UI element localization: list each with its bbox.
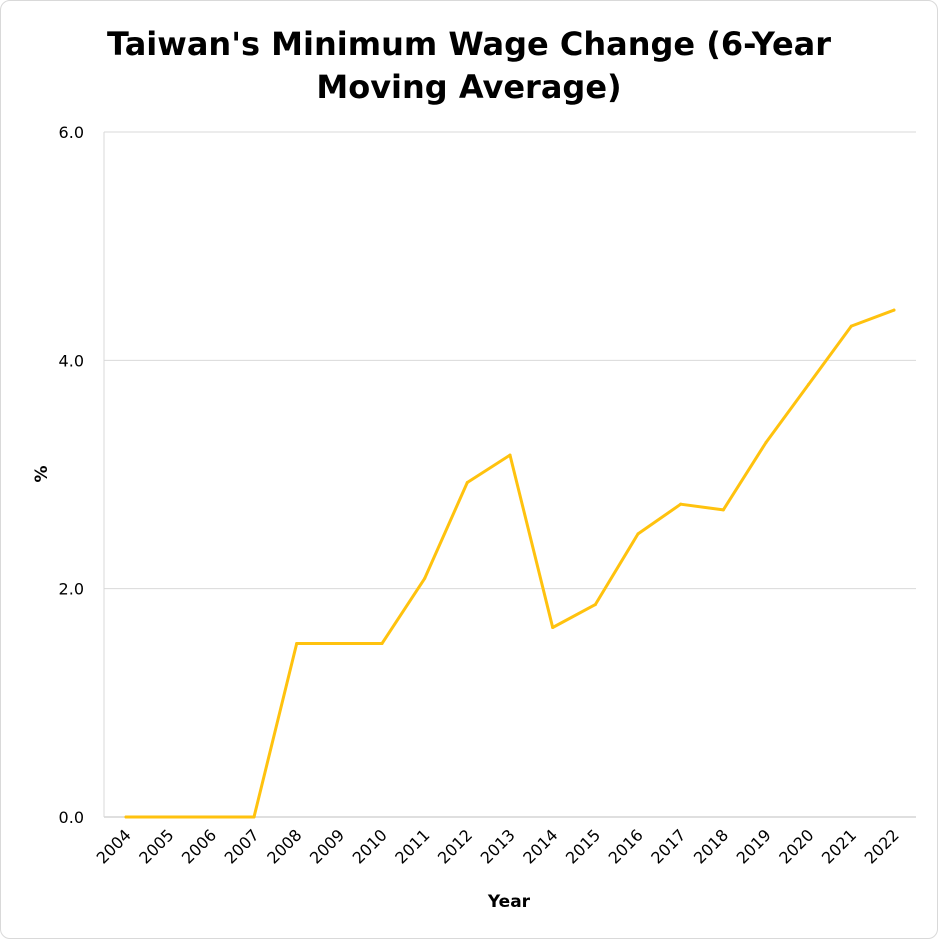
- x-tick-label: 2017: [647, 825, 689, 867]
- x-tick-label: 2012: [434, 825, 476, 867]
- series-line: [124, 308, 896, 819]
- data-point: [337, 641, 341, 645]
- data-point: [593, 603, 597, 607]
- data-point: [721, 508, 725, 512]
- data-point: [508, 453, 512, 457]
- data-point: [892, 308, 896, 312]
- x-tick-label: 2014: [519, 825, 561, 867]
- x-tick-label: 2018: [690, 825, 732, 867]
- x-tick-label: 2004: [93, 825, 135, 867]
- x-tick-labels: 2004 2005 2006 2007 2008 2009 2010 2011 2012 2013…: [93, 825, 903, 867]
- x-tick-label: 2013: [477, 825, 519, 867]
- y-tick-label: 6.0: [59, 123, 84, 142]
- chart-title-line-2: Moving Average): [316, 68, 621, 106]
- x-tick-label: 2016: [605, 825, 647, 867]
- x-tick-label: 2005: [135, 825, 177, 867]
- series-layer: [124, 308, 896, 819]
- x-tick-label: 2020: [775, 825, 817, 867]
- x-tick-label: 2021: [818, 825, 860, 867]
- data-point: [209, 815, 213, 819]
- x-tick-label: 2010: [349, 825, 391, 867]
- data-point: [252, 815, 256, 819]
- x-tick-label: 2019: [733, 825, 775, 867]
- x-tick-label: 2006: [178, 825, 220, 867]
- x-tick-label: 2015: [562, 825, 604, 867]
- data-point: [380, 641, 384, 645]
- data-point: [551, 625, 555, 629]
- chart-title-line-1: Taiwan's Minimum Wage Change (6-Year: [107, 25, 831, 63]
- data-point: [679, 502, 683, 506]
- y-tick-label: 4.0: [59, 351, 84, 370]
- data-point: [764, 441, 768, 445]
- x-tick-label: 2008: [263, 825, 305, 867]
- y-tick-label: 0.0: [59, 808, 84, 827]
- x-tick-label: 2011: [391, 825, 433, 867]
- y-tick-label: 2.0: [59, 580, 84, 599]
- data-point: [167, 815, 171, 819]
- data-point: [423, 576, 427, 580]
- x-tick-label: 2007: [221, 825, 263, 867]
- data-point: [124, 815, 128, 819]
- y-tick-labels: 0.0 2.0 4.0 6.0: [59, 123, 84, 827]
- data-point: [295, 641, 299, 645]
- y-axis-label: %: [32, 465, 52, 482]
- x-tick-label: 2009: [306, 825, 348, 867]
- gridlines: [104, 131, 916, 818]
- data-point: [849, 324, 853, 328]
- data-point: [807, 382, 811, 386]
- data-point: [465, 480, 469, 484]
- x-tick-label: 2022: [861, 825, 903, 867]
- data-point: [636, 532, 640, 536]
- x-axis-label: Year: [487, 892, 531, 912]
